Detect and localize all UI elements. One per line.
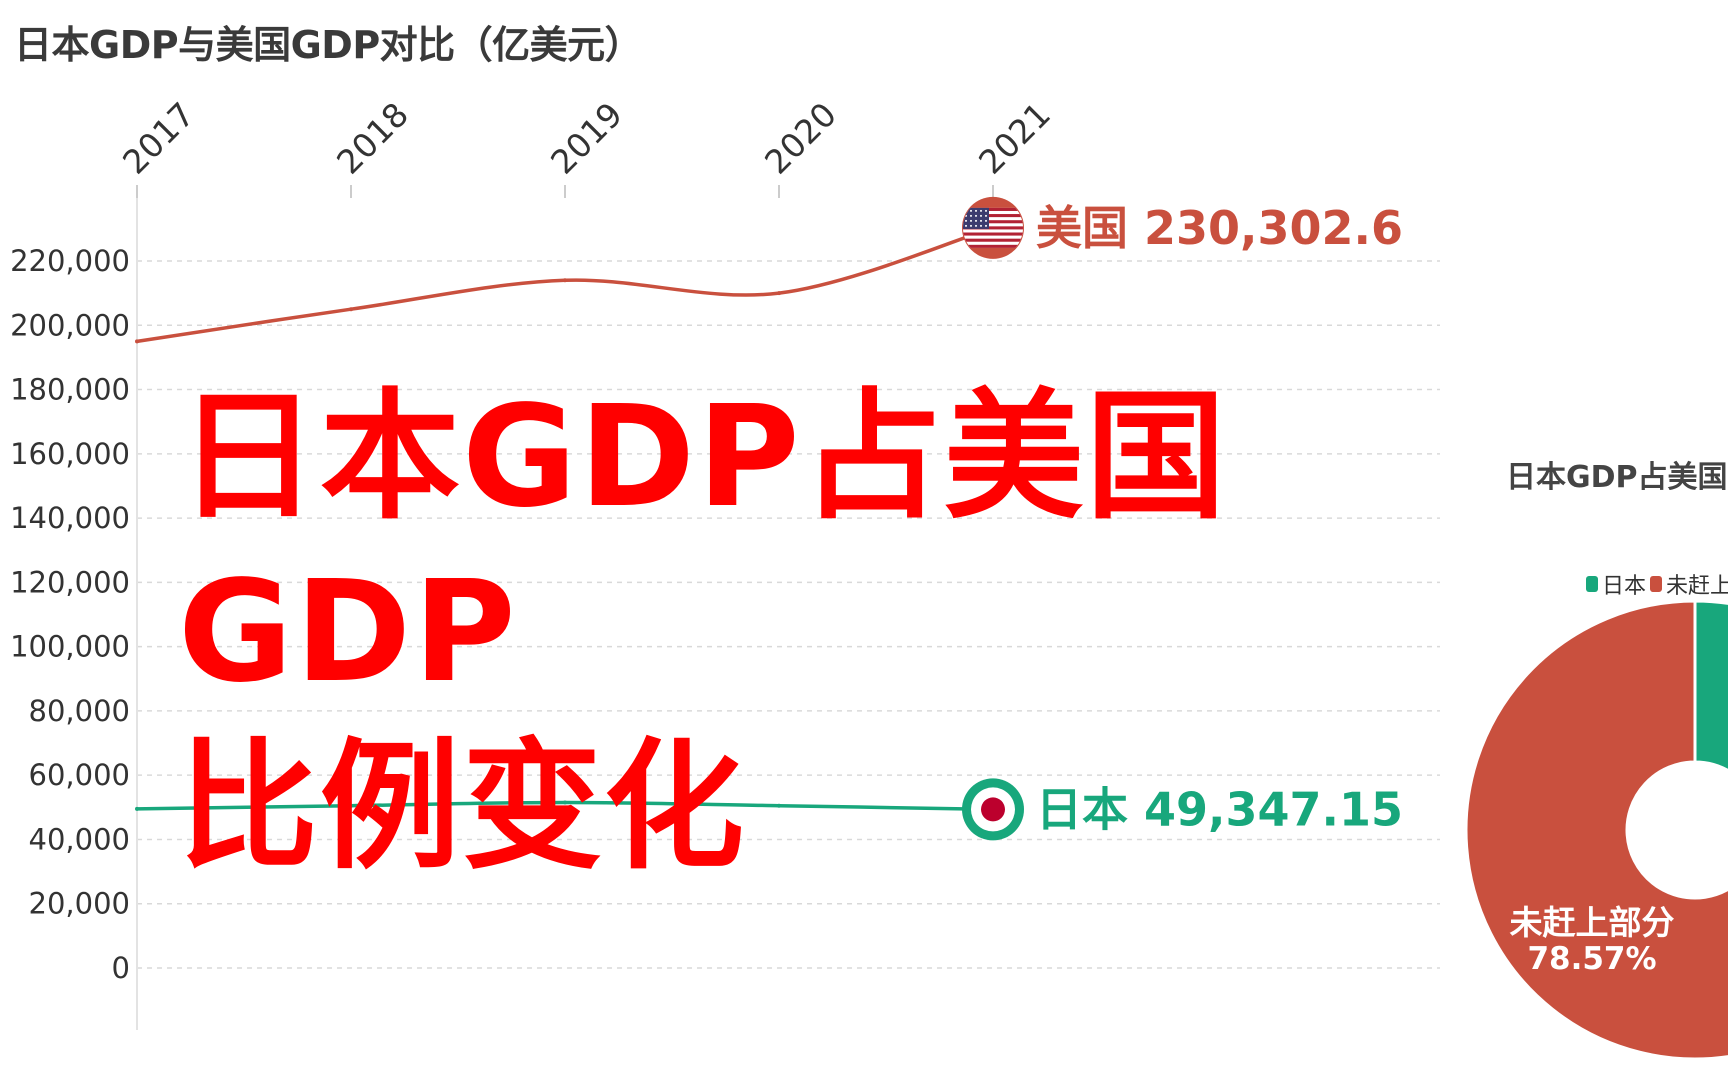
pie-slice-label: 未赶上部分 78.57% [1506,903,1678,977]
flag-star [965,224,967,227]
series-end-label: 美国 230,302.6 [1036,201,1403,255]
flag-stripe [963,244,1023,248]
flag-star [980,214,982,217]
y-tick-label: 20,000 [29,887,130,921]
flag-stripe [963,214,1023,218]
flag-star [980,219,982,222]
flag-sun [981,797,1005,822]
data-point [349,307,353,312]
flag-stripe [963,226,1023,230]
flag-star [970,214,972,217]
flag-stripe [963,232,1023,236]
data-point [135,339,139,344]
data-point [563,800,567,805]
flag-face [963,207,1023,248]
flag-star [985,219,987,222]
legend-swatch-japan [1586,576,1598,592]
y-tick-label: 80,000 [29,694,130,728]
series-name: 美国 [1036,201,1144,255]
x-tick-label: 2018 [329,95,416,182]
flag-star [985,209,987,212]
y-tick-label: 160,000 [10,437,130,471]
data-point [777,803,781,808]
data-point [135,806,139,811]
y-tick-label: 100,000 [10,630,130,664]
pie-legend: 日本 未赶上 [1586,568,1728,600]
y-tick-label: 0 [112,951,130,985]
us-flag-icon [962,196,1024,259]
flag-stripe [963,207,1023,211]
series-end-label: 日本 49,347.15 [1036,782,1403,836]
flag-star [975,214,977,217]
flag-face [971,787,1015,832]
pie-title: 日本GDP占美国 [1506,460,1728,495]
flag-star [980,224,982,227]
data-point [563,278,567,283]
series-value: 230,302.6 [1144,201,1403,255]
flag-star [965,219,967,222]
japan-flag-icon [962,778,1024,841]
series-name: 日本 [1036,782,1144,836]
y-tick-label: 180,000 [10,373,130,407]
flag-star [985,224,987,227]
flag-star [970,219,972,222]
legend-label-japan: 日本 [1602,574,1647,599]
series-value: 49,347.15 [1144,782,1403,836]
y-tick-label: 140,000 [10,501,130,535]
flag-star [985,214,987,217]
flag-star [975,224,977,227]
x-tick-label: 2020 [757,95,844,182]
data-point [777,291,781,296]
chart-title: 日本GDP与美国GDP对比（亿美元） [14,23,643,67]
overlay-headline-line2: 比例变化 [178,726,747,889]
pie-slice-japan [1693,599,1728,773]
series-line-us [136,226,994,344]
flag-stripe [963,220,1023,224]
flag-star [975,209,977,212]
overlay-headline: 日本GDP占美国GDP 比例变化 [178,370,1528,895]
y-tick-label: 200,000 [10,308,130,342]
pie-slice-rest [1464,599,1728,1061]
flag-star [975,219,977,222]
flag-stripe [963,238,1023,242]
flag-canton [963,207,989,229]
y-tick-label: 220,000 [10,244,130,278]
x-tick-label: 2017 [115,95,202,182]
pie-slice-label-percent: 78.57% [1527,940,1657,977]
data-point [349,803,353,808]
x-tick-label: 2019 [543,95,630,182]
overlay-headline-line1: 日本GDP占美国GDP [178,376,1228,714]
flag-star [970,224,972,227]
pie-legend-item-japan: 日本 [1586,568,1646,600]
pie-slice-label-name: 未赶上部分 [1509,903,1675,942]
legend-swatch-rest [1650,576,1663,592]
x-tick-label: 2021 [971,95,1058,182]
y-tick-label: 60,000 [29,758,130,792]
y-tick-label: 40,000 [29,822,130,856]
y-tick-label: 120,000 [10,565,130,599]
flag-star [980,209,982,212]
flag-star [970,209,972,212]
pie-legend-item-rest: 未赶上 [1650,568,1728,600]
legend-label-rest: 未赶上 [1666,574,1728,599]
